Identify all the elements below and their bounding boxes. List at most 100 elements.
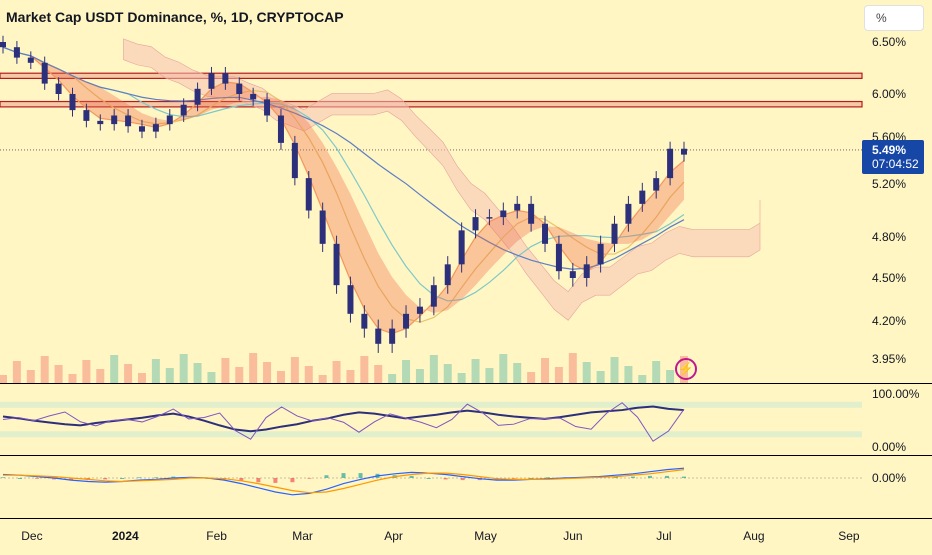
candle-body xyxy=(83,110,90,121)
volume-bar xyxy=(527,372,536,383)
lightning-icon[interactable]: ⚡ xyxy=(675,358,697,380)
ma-long xyxy=(2,46,685,270)
macd-histogram-bar xyxy=(426,478,431,479)
candle-body xyxy=(0,42,6,48)
candle-body xyxy=(111,115,118,125)
volume-bar xyxy=(582,362,591,383)
candle-body xyxy=(166,115,173,125)
volume-bar xyxy=(82,360,91,383)
bar-countdown: 07:04:52 xyxy=(872,157,919,171)
volume-bar xyxy=(652,361,661,383)
scale-mode-button[interactable]: % xyxy=(864,5,924,31)
volume-bar xyxy=(12,361,21,383)
macd-histogram-bar xyxy=(120,478,125,479)
y-tick-label: 4.50% xyxy=(872,271,906,285)
volume-bar xyxy=(388,374,397,383)
candle-body xyxy=(583,264,590,278)
macd-histogram-bar xyxy=(52,478,57,480)
signal-line xyxy=(3,469,685,494)
volume-bar xyxy=(193,363,202,383)
candle-body xyxy=(639,190,646,204)
volume-bar xyxy=(165,368,174,383)
candle-body xyxy=(430,285,437,307)
macd-histogram-bar xyxy=(35,478,40,479)
volume-bar xyxy=(332,361,341,383)
x-tick-label: Jul xyxy=(656,529,671,543)
candle-body xyxy=(138,126,145,132)
oscillator-band xyxy=(0,431,862,438)
y-tick-label: 6.00% xyxy=(872,87,906,101)
macd-histogram-bar xyxy=(341,473,346,478)
y-tick-label: 0.00% xyxy=(872,471,906,485)
volume-bar xyxy=(40,356,49,383)
x-tick-label: Apr xyxy=(384,529,403,543)
x-tick-label: Sep xyxy=(838,529,860,543)
candle-body xyxy=(416,306,423,314)
candle-body xyxy=(597,243,604,265)
y-tick-label: 5.20% xyxy=(872,177,906,191)
candle-body xyxy=(222,73,229,84)
macd-histogram-bar xyxy=(324,475,329,478)
candle-body xyxy=(180,104,187,116)
candle-body xyxy=(27,57,34,63)
volume-bar xyxy=(0,375,7,383)
candle-body xyxy=(277,115,284,143)
stoch-k-line xyxy=(2,402,685,442)
candle-body xyxy=(458,230,465,265)
volume-bar xyxy=(666,370,675,383)
volume-bar xyxy=(554,367,563,383)
macd-histogram-bar xyxy=(18,478,23,479)
volume-bar xyxy=(304,366,313,383)
volume-bar xyxy=(263,362,272,383)
candle-body xyxy=(333,243,340,286)
candle-body xyxy=(305,178,312,211)
candle-body xyxy=(625,203,632,224)
macd-histogram-bar xyxy=(630,476,635,478)
candle-body xyxy=(69,94,76,111)
volume-bar xyxy=(318,375,327,383)
volume-bar xyxy=(624,366,633,383)
volume-bar xyxy=(499,354,508,383)
candle-body xyxy=(653,178,660,191)
macd-histogram-bar xyxy=(528,478,533,479)
oscillator-band xyxy=(0,401,862,408)
volume-bar xyxy=(96,369,105,383)
macd-histogram-bar xyxy=(460,478,465,481)
macd-histogram-bar xyxy=(358,473,363,478)
candle-body xyxy=(472,217,479,231)
resistance-band xyxy=(0,72,863,79)
macd-histogram-bar xyxy=(171,476,176,478)
candle-body xyxy=(486,217,493,219)
macd-histogram-bar xyxy=(69,478,74,481)
volume-bar xyxy=(457,373,466,383)
candle-body xyxy=(528,203,535,224)
candle-body xyxy=(291,142,298,179)
macd-histogram-bar xyxy=(545,477,550,478)
x-tick-label: Feb xyxy=(206,529,227,543)
candle-body xyxy=(500,210,507,218)
candle-body xyxy=(250,94,257,100)
candle-body xyxy=(361,313,368,329)
current-price-tag: 5.49% 07:04:52 xyxy=(862,140,924,174)
volume-bar xyxy=(124,364,133,383)
volume-bar xyxy=(54,365,63,383)
candle-body xyxy=(208,73,215,89)
volume-bar xyxy=(596,371,605,383)
volume-bar xyxy=(290,357,299,383)
y-tick-label: 3.95% xyxy=(872,352,906,366)
volume-bar xyxy=(249,353,258,383)
candle-body xyxy=(264,99,271,116)
volume-bar xyxy=(374,365,383,383)
ma-mid xyxy=(2,46,685,323)
candle-body xyxy=(97,120,104,125)
x-tick-label: Aug xyxy=(743,529,764,543)
candle-body xyxy=(403,313,410,329)
macd-histogram-bar xyxy=(443,478,448,480)
y-tick-label: 6.50% xyxy=(872,35,906,49)
candle-body xyxy=(375,328,382,344)
macd-histogram-bar xyxy=(647,475,652,478)
candle-body xyxy=(125,115,132,127)
volume-bar xyxy=(429,355,438,383)
